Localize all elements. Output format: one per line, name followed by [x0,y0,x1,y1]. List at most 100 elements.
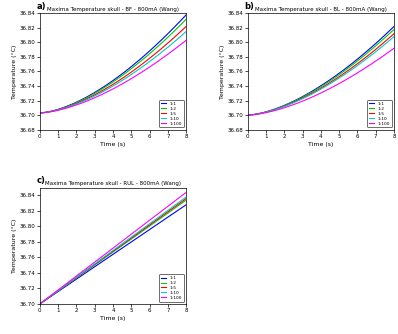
1:5 [369,51,373,55]
1:2 [369,48,373,52]
X-axis label: Time (s): Time (s) [100,142,126,147]
1:100 [38,302,43,306]
Line: 1:1: 1:1 [40,15,186,113]
1:2 [184,198,189,202]
1:10 [335,77,339,81]
1:5 [170,37,175,41]
1:100 [332,84,337,88]
1:10 [127,236,132,240]
Text: c): c) [37,176,46,185]
X-axis label: Time (s): Time (s) [308,142,334,147]
1:100 [170,201,175,205]
Line: 1:10: 1:10 [248,37,394,115]
1:100 [161,56,166,60]
Title: Maxima Temperature skull - BF - 800mA (Wang): Maxima Temperature skull - BF - 800mA (W… [47,7,179,12]
1:1 [38,111,43,115]
1:10 [245,113,250,117]
Line: 1:2: 1:2 [248,29,394,115]
1:5 [378,43,383,47]
1:1 [369,46,373,50]
1:5 [335,76,339,80]
1:5 [37,111,42,115]
Text: b): b) [245,2,255,11]
Legend: 1:1, 1:2, 1:5, 1:10, 1:100: 1:1, 1:2, 1:5, 1:10, 1:100 [159,274,184,302]
Line: 1:100: 1:100 [40,192,186,304]
1:100 [184,190,189,194]
1:2 [127,68,132,72]
1:10 [127,74,132,78]
Line: 1:10: 1:10 [40,197,186,304]
Line: 1:5: 1:5 [40,198,186,304]
X-axis label: Time (s): Time (s) [100,316,126,321]
1:2 [124,70,129,74]
1:10 [184,195,189,199]
1:10 [124,238,129,242]
Y-axis label: Temperature (°C): Temperature (°C) [12,219,17,273]
1:10 [170,205,175,209]
Line: 1:1: 1:1 [248,26,394,115]
1:10 [124,76,129,80]
1:10 [332,79,337,83]
Legend: 1:1, 1:2, 1:5, 1:10, 1:100: 1:1, 1:2, 1:5, 1:10, 1:100 [159,100,184,127]
1:5 [38,302,43,306]
1:100 [332,84,337,88]
1:100 [246,113,250,117]
1:1 [170,212,175,216]
1:5 [245,113,250,117]
1:5 [125,73,129,77]
1:10 [37,302,42,306]
1:100 [369,62,373,66]
1:10 [369,53,373,57]
1:100 [392,46,396,50]
1:2 [38,111,43,115]
1:100 [184,38,189,42]
1:10 [246,113,250,117]
1:1 [37,111,42,115]
1:2 [161,40,166,44]
Line: 1:100: 1:100 [40,40,186,113]
1:2 [378,40,383,44]
1:100 [125,79,129,83]
1:5 [37,302,42,306]
1:10 [38,302,43,306]
1:1 [38,302,43,306]
1:5 [332,77,337,81]
1:100 [124,79,129,84]
1:5 [161,45,166,49]
Line: 1:10: 1:10 [40,31,186,113]
1:2 [124,240,129,244]
1:5 [161,213,166,217]
Title: Maxima Temperature skull - RUL - 800mA (Wang): Maxima Temperature skull - RUL - 800mA (… [45,181,181,186]
1:100 [37,111,42,115]
1:5 [184,196,189,200]
1:2 [161,214,166,218]
Text: a): a) [37,2,47,11]
1:10 [161,49,166,53]
1:10 [161,212,166,216]
1:1 [37,302,42,306]
Line: 1:2: 1:2 [40,19,186,113]
1:5 [332,78,337,82]
Line: 1:2: 1:2 [40,200,186,304]
1:100 [127,234,132,238]
1:2 [245,113,250,117]
1:100 [170,49,175,53]
1:2 [170,208,175,212]
Line: 1:5: 1:5 [40,26,186,113]
1:1 [127,241,132,245]
1:5 [38,111,43,115]
1:10 [378,46,383,50]
1:5 [125,239,129,243]
1:2 [37,302,42,306]
1:1 [125,243,129,247]
Legend: 1:1, 1:2, 1:5, 1:10, 1:100: 1:1, 1:2, 1:5, 1:10, 1:100 [367,100,392,127]
1:5 [170,206,175,210]
1:1 [161,36,166,40]
1:10 [184,29,189,33]
1:1 [124,243,129,247]
1:1 [127,66,132,70]
1:1 [332,74,337,78]
1:10 [170,41,175,45]
1:2 [392,27,396,31]
1:1 [124,68,129,72]
